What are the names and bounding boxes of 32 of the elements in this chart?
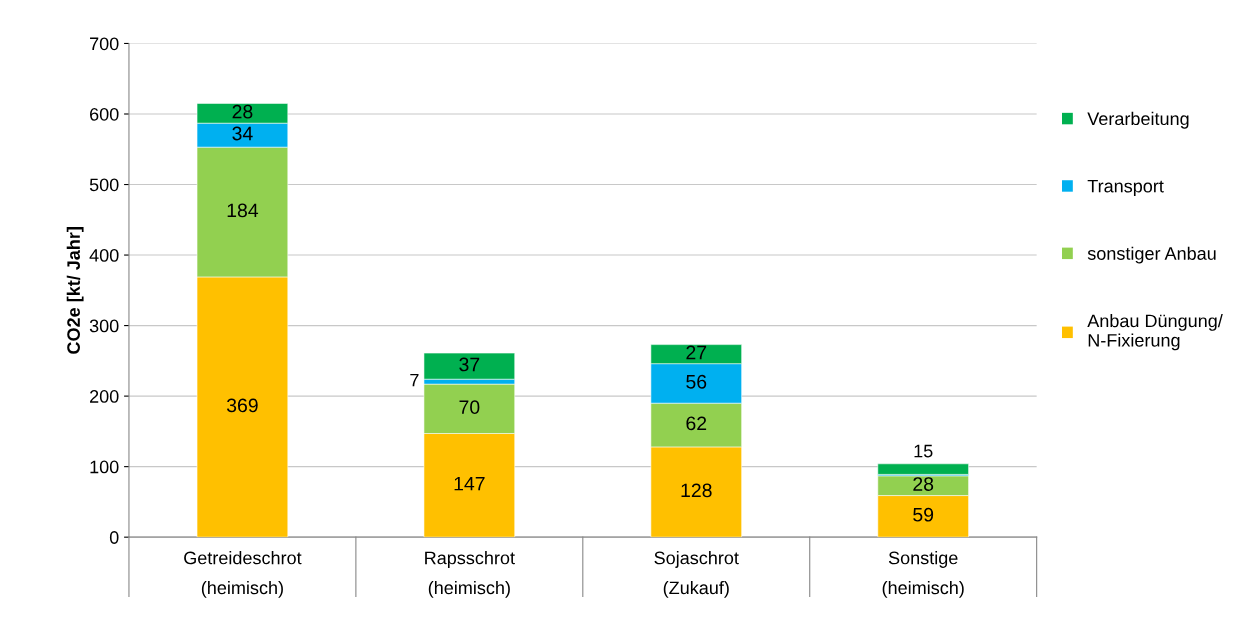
- data-label: 28: [232, 104, 253, 119]
- data-label: 59: [913, 507, 934, 522]
- y-tick-label: 600: [90, 107, 119, 121]
- y-tick-label: 100: [90, 460, 119, 474]
- legend-label: Transport: [1087, 179, 1164, 197]
- legend-label: Verarbeitung: [1087, 111, 1189, 129]
- y-tick-label: 0: [109, 531, 119, 544]
- data-label: 34: [232, 126, 253, 141]
- data-label: 56: [686, 374, 707, 389]
- y-tick-label: 700: [90, 37, 119, 51]
- data-label: 37: [459, 357, 480, 372]
- y-tick-label: 300: [89, 319, 119, 333]
- x-tick-label: Getreideschrot (heimisch): [184, 551, 302, 598]
- data-label: 27: [686, 345, 707, 360]
- data-label: 184: [227, 203, 259, 218]
- data-label: 62: [686, 416, 707, 431]
- legend-label: Anbau Düngung/ N-Fixierung: [1087, 314, 1223, 351]
- data-label: 15: [914, 444, 933, 458]
- y-tick-label: 500: [89, 178, 119, 192]
- y-tick-label: 200: [90, 390, 119, 403]
- data-label: 369: [226, 398, 258, 413]
- y-tick-label: 400: [89, 248, 119, 262]
- data-label: 7: [410, 373, 419, 387]
- x-tick-label: Sojaschrot (Zukauf): [654, 551, 739, 598]
- data-label: 70: [459, 400, 480, 415]
- legend-label: sonstiger Anbau: [1087, 246, 1216, 264]
- data-label: 28: [913, 477, 934, 491]
- x-tick-label: Rapsschrot (heimisch): [425, 551, 515, 598]
- data-label: 128: [681, 483, 712, 498]
- data-label: 147: [454, 476, 485, 491]
- y-axis-title: CO2e [kt/ Jahr]: [66, 227, 84, 354]
- x-tick-label: Sonstige (heimisch): [882, 551, 964, 598]
